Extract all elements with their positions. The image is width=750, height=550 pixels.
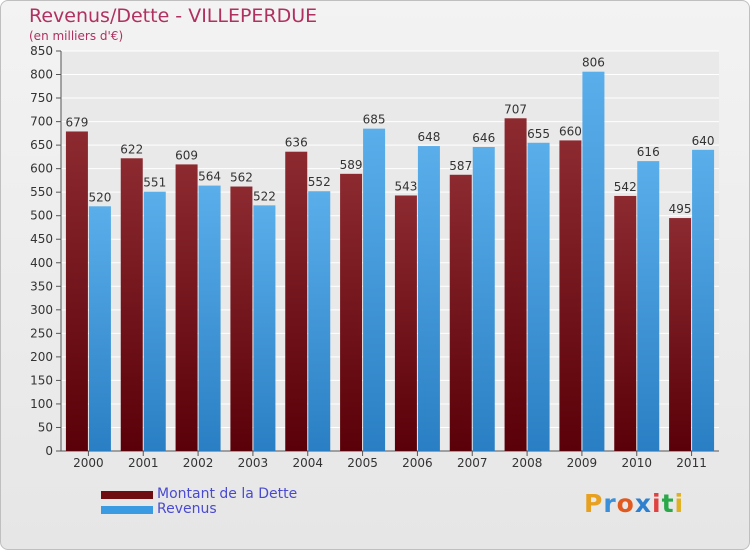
chart-subtitle: (en milliers d'€) [29, 29, 124, 43]
x-tick-label: 2007 [457, 456, 488, 470]
x-tick-label: 2010 [621, 456, 652, 470]
x-tick-label: 2000 [73, 456, 104, 470]
chart-title: Revenus/Dette - VILLEPERDUE [29, 5, 318, 27]
y-tick-label: 200 [30, 350, 53, 364]
bar-dette [120, 158, 143, 451]
x-tick-label: 2002 [183, 456, 214, 470]
bar-revenus [582, 71, 605, 452]
data-label-dette: 679 [65, 115, 88, 129]
bar-revenus [198, 185, 221, 451]
y-tick-label: 750 [30, 91, 53, 105]
bar-dette [340, 173, 363, 451]
data-label-dette: 542 [614, 180, 637, 194]
legend-label-revenus: Revenus [157, 501, 217, 517]
bar-revenus [527, 142, 550, 451]
x-tick-label: 2003 [238, 456, 269, 470]
bar-dette [175, 164, 198, 452]
logo-letter: o [616, 489, 635, 518]
data-label-revenus: 564 [198, 170, 221, 184]
y-tick-label: 400 [30, 256, 53, 270]
x-tick-label: 2004 [292, 456, 323, 470]
data-label-dette: 660 [559, 124, 582, 138]
x-tick-label: 2006 [402, 456, 433, 470]
plot-area [61, 51, 719, 451]
bar-revenus [308, 191, 331, 451]
bar-revenus [143, 191, 166, 452]
logo-letter: P [584, 489, 604, 518]
logo-letter: i [674, 489, 685, 518]
bar-dette [285, 151, 308, 452]
logo-letter: x [634, 489, 652, 518]
bar-revenus [417, 146, 440, 451]
logo-letter: r [603, 489, 617, 518]
legend-label-dette: Montant de la Dette [157, 486, 298, 502]
bar-dette [669, 218, 692, 451]
data-label-revenus: 806 [582, 56, 605, 70]
x-tick-label: 2001 [128, 456, 159, 470]
bar-dette [504, 118, 527, 451]
data-label-dette: 707 [504, 102, 527, 116]
y-tick-label: 300 [30, 303, 53, 317]
y-tick-label: 350 [30, 279, 53, 293]
bar-revenus [692, 149, 715, 451]
data-label-dette: 495 [669, 202, 692, 216]
data-label-dette: 636 [285, 136, 308, 150]
x-tick-label: 2008 [512, 456, 543, 470]
y-tick-label: 100 [30, 397, 53, 411]
bar-dette [230, 186, 253, 451]
logo-letter: t [661, 489, 675, 518]
data-label-dette: 609 [175, 148, 198, 162]
data-label-revenus: 552 [308, 175, 331, 189]
legend-swatch-dette [101, 491, 153, 499]
x-tick-label: 2005 [347, 456, 378, 470]
data-label-revenus: 522 [253, 189, 276, 203]
data-label-revenus: 640 [692, 134, 715, 148]
data-label-dette: 622 [120, 142, 143, 156]
bar-revenus [253, 205, 276, 451]
data-label-revenus: 551 [143, 176, 166, 190]
bar-dette [559, 140, 582, 452]
bar-revenus [472, 147, 495, 451]
y-tick-label: 850 [30, 44, 53, 58]
data-label-revenus: 616 [637, 145, 660, 159]
data-label-dette: 589 [340, 158, 363, 172]
bar-dette [614, 195, 637, 451]
proxiti-logo: Proxiti [584, 489, 684, 518]
y-tick-label: 650 [30, 138, 53, 152]
bar-revenus [637, 161, 660, 451]
bar-revenus [363, 128, 386, 451]
data-label-revenus: 655 [527, 127, 550, 141]
bar-dette [394, 195, 417, 451]
bars [65, 71, 715, 452]
data-label-dette: 587 [449, 159, 472, 173]
bar-dette [65, 131, 88, 451]
data-label-dette: 543 [394, 179, 417, 193]
y-tick-label: 250 [30, 326, 53, 340]
x-tick-label: 2009 [567, 456, 598, 470]
logo-letter: i [652, 489, 662, 518]
bar-revenus [88, 206, 111, 451]
y-tick-label: 600 [30, 162, 53, 176]
y-tick-label: 150 [30, 373, 53, 387]
grid-lines [61, 50, 719, 452]
bar-dette [449, 174, 472, 451]
legend-swatch-revenus [101, 506, 153, 514]
data-label-dette: 562 [230, 171, 253, 185]
y-tick-label: 50 [38, 420, 53, 434]
axes: 0 50 100 150 200 250 300 350 400 450 500 550 600 650 7… [30, 44, 719, 470]
data-label-revenus: 648 [417, 130, 440, 144]
y-tick-label: 450 [30, 232, 53, 246]
y-tick-label: 0 [45, 444, 53, 458]
y-tick-label: 550 [30, 185, 53, 199]
y-tick-label: 700 [30, 115, 53, 129]
x-tick-label: 2011 [676, 456, 707, 470]
data-label-revenus: 520 [88, 190, 111, 204]
y-tick-label: 500 [30, 209, 53, 223]
data-label-revenus: 685 [363, 113, 386, 127]
y-tick-label: 800 [30, 68, 53, 82]
data-label-revenus: 646 [472, 131, 495, 145]
